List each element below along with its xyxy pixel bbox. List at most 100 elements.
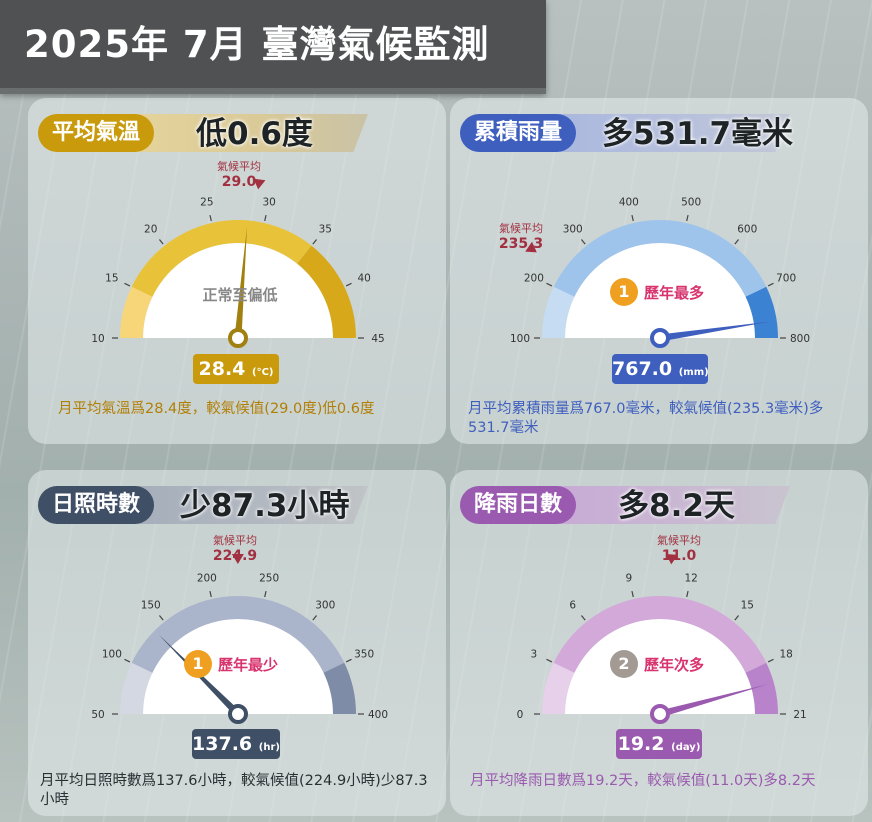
gauge-segment bbox=[553, 219, 767, 297]
diff-band bbox=[545, 114, 790, 152]
rainfall-summary: 月平均累積雨量爲767.0毫米，較氣候值(235.3毫米)多531.7毫米 bbox=[468, 401, 824, 436]
gauge-tick bbox=[264, 591, 267, 598]
gauge-tick-label: 10 bbox=[91, 333, 104, 345]
gauge-tick-label: 9 bbox=[626, 573, 633, 585]
page-header: 2025年 7月 臺灣氣候監測 bbox=[0, 0, 546, 94]
sunshine-unit: (hr) bbox=[258, 742, 280, 753]
gauge-tick-label: 21 bbox=[793, 709, 806, 721]
rain-days-label: 降雨日數 bbox=[460, 486, 577, 524]
sunshine-summary: 月平均日照時數爲137.6小時，較氣候值(224.9小時)少87.3小時 bbox=[40, 773, 428, 808]
temperature-card: 平均氣溫 低0.6度 氣候平均 29.0 10 15 20 25 30 35 40 45 正常… bbox=[28, 98, 446, 444]
gauge-tick-label: 300 bbox=[315, 600, 335, 612]
rainfall-gauge: 100 200 300 400 500 600 700 800 bbox=[510, 197, 810, 348]
gauge-tick bbox=[158, 239, 164, 245]
gauge-tick bbox=[734, 615, 740, 621]
gauge-tick-label: 200 bbox=[524, 272, 544, 284]
gauge-tick-label: 600 bbox=[737, 224, 757, 236]
temperature-label: 平均氣溫 bbox=[38, 114, 155, 152]
gauge-pivot bbox=[650, 704, 670, 724]
gauge-tick-label: 500 bbox=[681, 197, 701, 209]
gauge-needle bbox=[659, 684, 768, 718]
rain-days-value: 19.2 bbox=[617, 733, 665, 755]
gauge-tick-label: 800 bbox=[790, 333, 810, 345]
rank-text: 歷年最少 bbox=[218, 655, 279, 674]
gauge-face bbox=[565, 619, 755, 714]
rank-text: 歷年次多 bbox=[644, 655, 705, 674]
gauge-tick-label: 15 bbox=[105, 272, 118, 284]
gauge-tick bbox=[631, 591, 634, 598]
sunshine-diff: 少87.3小時 bbox=[180, 488, 350, 524]
climate-marker-triangle bbox=[253, 178, 266, 190]
rainfall-value-badge: 767.0 (mm) bbox=[612, 354, 709, 384]
gauge-tick bbox=[312, 239, 318, 245]
climate-average-label: 氣候平均 bbox=[217, 160, 261, 173]
gauge-face bbox=[565, 243, 755, 338]
gauge-tick-label: 50 bbox=[91, 709, 104, 721]
gauge-tick-label: 200 bbox=[197, 573, 217, 585]
climate-average-label: 氣候平均 bbox=[499, 222, 543, 235]
diff-band bbox=[123, 486, 368, 524]
gauge-tick bbox=[686, 591, 689, 598]
temperature-status: 正常至偏低 bbox=[202, 286, 278, 304]
gauge-tick bbox=[631, 215, 634, 222]
gauge-tick bbox=[312, 615, 318, 621]
page-title: 2025年 7月 臺灣氣候監測 bbox=[24, 23, 490, 66]
gauge-tick bbox=[580, 239, 586, 245]
gauge-tick-label: 100 bbox=[102, 648, 122, 660]
climate-average-label: 氣候平均 bbox=[213, 534, 257, 547]
gauge-tick-label: 12 bbox=[684, 573, 697, 585]
gauge-tick-label: 700 bbox=[776, 272, 796, 284]
gauge-tick bbox=[767, 658, 774, 663]
rank-text: 歷年最多 bbox=[644, 283, 705, 302]
gauge-tick-label: 150 bbox=[141, 600, 161, 612]
gauge-tick-label: 35 bbox=[319, 224, 332, 236]
gauge-segment bbox=[553, 596, 767, 673]
rain-days-summary: 月平均降雨日數爲19.2天，較氣候值(11.0天)多8.2天 bbox=[470, 773, 816, 789]
gauge-segment bbox=[745, 286, 778, 338]
temperature-value: 28.4 bbox=[198, 358, 246, 380]
gauge-tick bbox=[546, 658, 553, 663]
climate-average-value: 29.0 bbox=[221, 174, 257, 190]
gauge-segment bbox=[120, 286, 153, 338]
gauge-tick bbox=[209, 591, 212, 598]
gauge-tick-label: 18 bbox=[779, 648, 792, 660]
climate-marker-triangle bbox=[525, 241, 537, 253]
sunshine-gauge: 50 100 150 200 250 300 350 400 bbox=[91, 553, 388, 724]
rain-days-unit: (day) bbox=[671, 742, 701, 753]
gauge-segment bbox=[131, 596, 345, 673]
gauge-segment bbox=[745, 662, 778, 714]
rain-days-value-badge: 19.2 (day) bbox=[616, 729, 702, 759]
gauge-segment bbox=[297, 245, 356, 338]
diff-band bbox=[123, 114, 368, 152]
rainfall-label: 累積雨量 bbox=[460, 114, 577, 152]
gold-medal-icon: 1 bbox=[610, 278, 638, 306]
climate-marker-triangle bbox=[665, 553, 678, 565]
gauge-tick-label: 20 bbox=[144, 224, 157, 236]
rainfall-value: 767.0 bbox=[612, 358, 673, 380]
gauge-tick-label: 400 bbox=[619, 197, 639, 209]
gauge-tick bbox=[734, 239, 740, 245]
gauge-tick bbox=[124, 658, 131, 663]
rank-medal: 1 歷年最多 bbox=[610, 278, 704, 306]
gauge-segment bbox=[542, 662, 575, 714]
gauge-tick-label: 400 bbox=[368, 709, 388, 721]
gauge-segment bbox=[323, 662, 356, 714]
gauge-pivot bbox=[228, 328, 248, 348]
rain-days-gauge: 0 3 6 9 12 15 18 21 bbox=[517, 553, 807, 724]
gauge-tick-label: 25 bbox=[200, 197, 213, 209]
climate-average-label: 氣候平均 bbox=[657, 534, 701, 547]
temperature-summary: 月平均氣溫爲28.4度，較氣候值(29.0度)低0.6度 bbox=[58, 401, 375, 417]
climate-average-marker: 氣候平均 29.0 bbox=[204, 158, 274, 190]
gauge-segment bbox=[542, 286, 575, 338]
gauge-pivot bbox=[228, 704, 248, 724]
gauge-tick-label: 0 bbox=[517, 709, 524, 721]
gauge-face bbox=[143, 619, 333, 714]
rain-days-diff: 多8.2天 bbox=[618, 488, 735, 524]
temperature-value-badge: 28.4 (°C) bbox=[193, 354, 279, 384]
gauge-tick bbox=[124, 282, 131, 287]
gauge-tick-label: 250 bbox=[259, 573, 279, 585]
rainfall-diff: 多531.7毫米 bbox=[602, 116, 794, 152]
climate-marker-triangle bbox=[231, 553, 244, 565]
gauge-needle bbox=[234, 226, 248, 339]
diff-band bbox=[545, 486, 790, 524]
